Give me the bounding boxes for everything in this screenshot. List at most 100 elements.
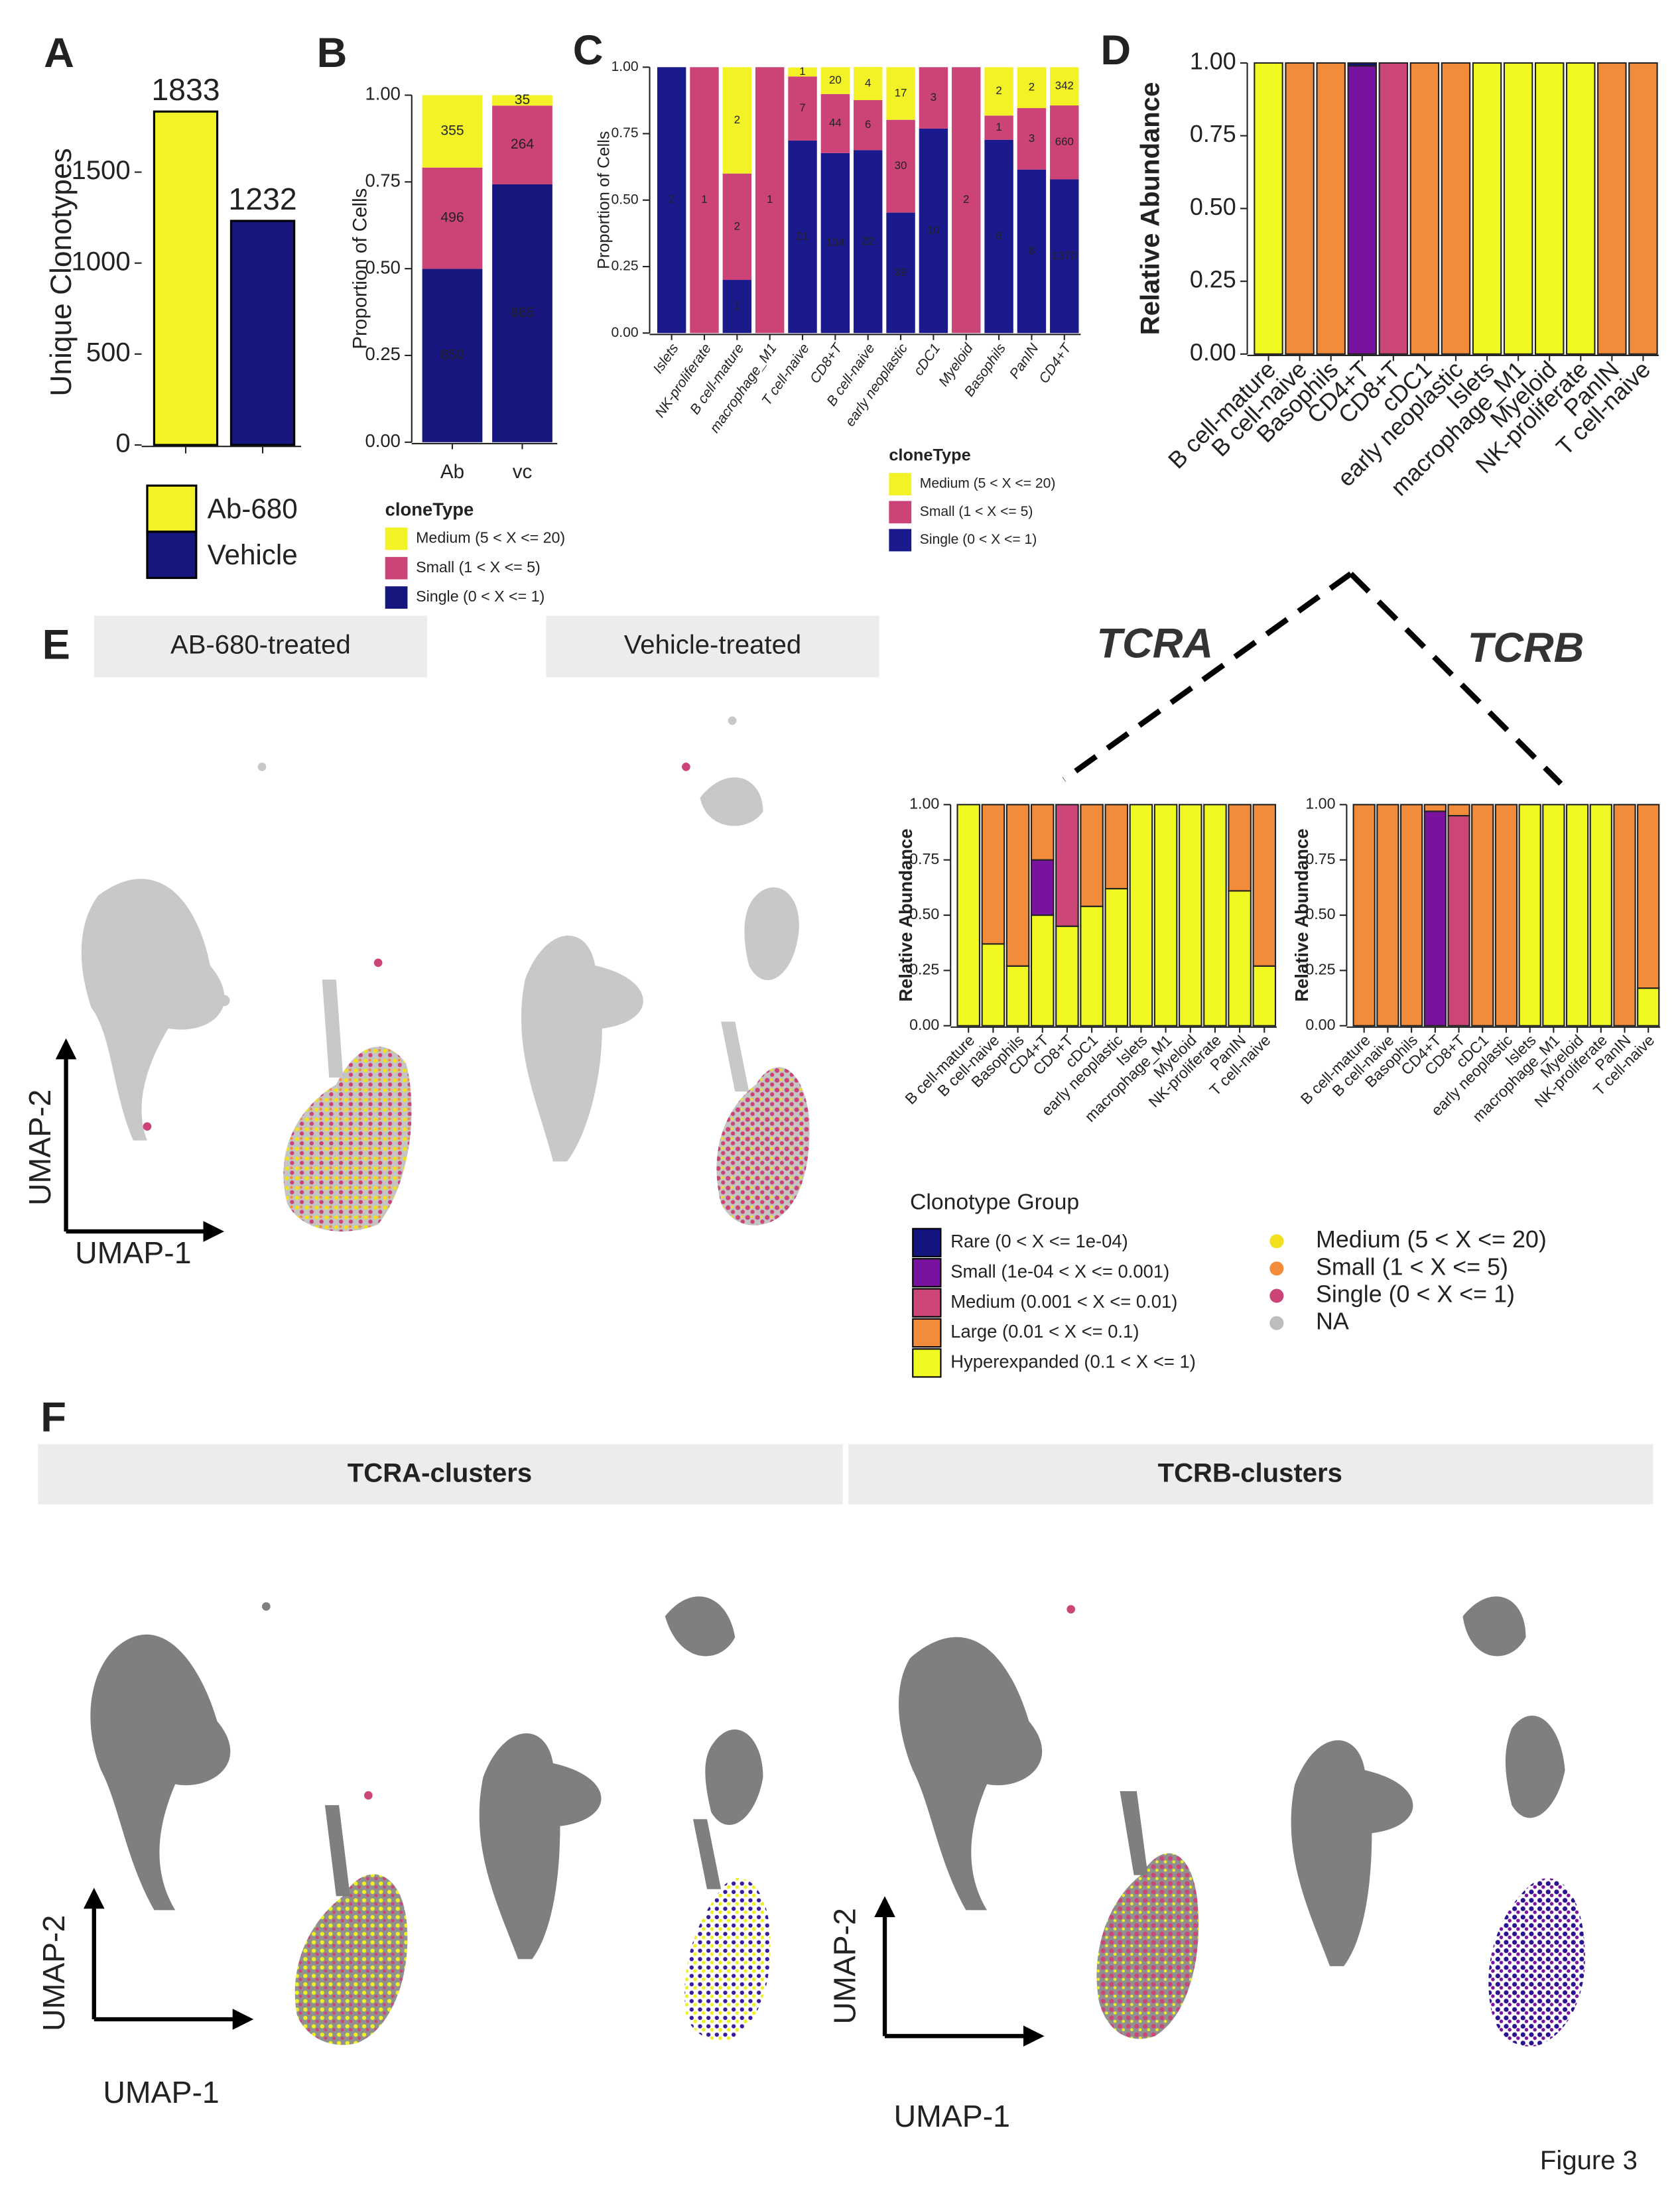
- bar-segment: [690, 67, 719, 334]
- y-tick-label: 0.00: [1190, 339, 1236, 365]
- count-label: 35: [515, 92, 530, 107]
- bar-segment: [722, 67, 752, 174]
- bar-segment: [981, 943, 1005, 1027]
- count-label: 342: [1055, 80, 1074, 92]
- legend-swatch: [912, 1258, 942, 1288]
- legend-swatch: [889, 501, 912, 524]
- bar-segment: [956, 804, 981, 1027]
- axis-label: UMAP-2: [23, 1090, 57, 1206]
- legend-swatch: [912, 1227, 942, 1258]
- bar-segment: [788, 76, 817, 141]
- bar-segment: [657, 67, 686, 334]
- y-tick-label: 1.00: [612, 59, 639, 74]
- x-tick-label: Ab: [440, 461, 464, 483]
- bar-segment: [1494, 804, 1518, 1027]
- bar-segment: [1518, 804, 1541, 1027]
- count-label: 1: [701, 193, 707, 206]
- count-label: 2: [669, 193, 675, 206]
- bar-segment: [1050, 179, 1079, 334]
- bar-segment: [1017, 108, 1047, 170]
- count-label: 134: [826, 236, 844, 249]
- bar-segment: [820, 94, 850, 153]
- count-label: 2: [1029, 81, 1035, 94]
- legend-label: Medium (5 < X <= 20): [416, 529, 565, 546]
- y-tick-label: 1.00: [365, 84, 401, 104]
- umap-cells: [81, 716, 810, 1231]
- count-label: 850: [440, 347, 464, 363]
- legend-swatch: [385, 556, 408, 580]
- bar-segment: [1316, 62, 1346, 355]
- count-label: 17: [895, 86, 907, 99]
- bar-segment: [1017, 67, 1047, 109]
- bar-segment: [1080, 804, 1104, 907]
- bar-segment: [1005, 965, 1030, 1027]
- bar-segment: [1252, 804, 1277, 967]
- axis-label: UMAP-1: [103, 2075, 219, 2109]
- x-tick-label: cDC1: [911, 341, 943, 378]
- bar-segment: [981, 804, 1005, 945]
- panel-label: A: [44, 30, 74, 76]
- legend-label: Hyperexpanded (0.1 < X <= 1): [950, 1351, 1196, 1372]
- count-label: 7: [799, 101, 805, 114]
- bar-segment: [1254, 62, 1283, 355]
- legend-title: cloneType: [385, 499, 474, 519]
- count-label: 2: [734, 113, 740, 126]
- bar-segment: [1534, 62, 1565, 355]
- x-tick-label: vc: [513, 461, 533, 483]
- figure-label: Figure 3: [1540, 2146, 1638, 2175]
- bar-segment: [1005, 804, 1030, 967]
- bar-segment: [1080, 905, 1104, 1027]
- bar-segment: [1399, 804, 1423, 1027]
- strip: [38, 1444, 843, 1505]
- bar-segment: [1017, 169, 1047, 334]
- count-label: 1: [734, 300, 740, 312]
- bar-segment: [1628, 62, 1658, 355]
- legend-dot: [1269, 1316, 1284, 1330]
- legend-label: Single (0 < X <= 1): [1316, 1281, 1515, 1308]
- count-label: 2: [963, 193, 969, 206]
- data-label: 1232: [228, 182, 296, 216]
- bar-segment: [952, 67, 981, 334]
- y-tick-label: 0.25: [1305, 961, 1335, 978]
- y-axis-label: Unique Clonotypes: [45, 148, 78, 396]
- bar-segment: [853, 66, 883, 101]
- bar-segment: [1472, 62, 1502, 355]
- bar-segment: [1252, 965, 1277, 1027]
- legend-label: Rare (0 < X <= 1e-04): [950, 1231, 1128, 1251]
- y-tick-label: 1.00: [1305, 794, 1335, 812]
- bar-segment: [1447, 804, 1470, 817]
- y-tick-label: 0.00: [909, 1016, 939, 1033]
- bar-segment: [1542, 804, 1565, 1027]
- bar-segment: [1104, 888, 1129, 1027]
- y-axis-label: Proportion of Cells: [350, 188, 371, 349]
- bar-segment: [820, 67, 850, 94]
- count-label: 10: [927, 224, 940, 237]
- legend-swatch: [912, 1288, 942, 1318]
- legend-title: Clonotype Group: [910, 1190, 1079, 1215]
- y-tick-label: 0.75: [365, 170, 401, 191]
- bar-segment: [1104, 804, 1129, 890]
- bar-segment: [722, 173, 752, 281]
- y-tick-label: 0.00: [612, 325, 639, 340]
- y-tick-label: 1.00: [909, 794, 939, 812]
- legend-swatch: [912, 1348, 942, 1378]
- y-axis-label: Proportion of Cells: [595, 131, 614, 269]
- legend-label: NA: [1316, 1308, 1349, 1335]
- connector: [1062, 571, 1563, 786]
- panel-label: E: [42, 622, 70, 668]
- x-tick-label: CD4+T: [1036, 340, 1075, 386]
- bar-segment: [1228, 890, 1252, 1027]
- umap-axes: [55, 1038, 1045, 2047]
- bar-segment: [1471, 804, 1494, 1027]
- chart-title: TCRB: [1468, 625, 1584, 671]
- panel-label: D: [1100, 27, 1131, 74]
- count-label: 1370: [1052, 249, 1077, 262]
- bar-segment: [1637, 987, 1660, 1027]
- strip-label: Vehicle-treated: [624, 631, 801, 660]
- panel-label: B: [317, 30, 348, 76]
- bar-segment: [1203, 804, 1227, 1027]
- strip: [848, 1444, 1653, 1505]
- chart-title: TCRA: [1096, 621, 1213, 667]
- bar-segment: [1030, 859, 1055, 916]
